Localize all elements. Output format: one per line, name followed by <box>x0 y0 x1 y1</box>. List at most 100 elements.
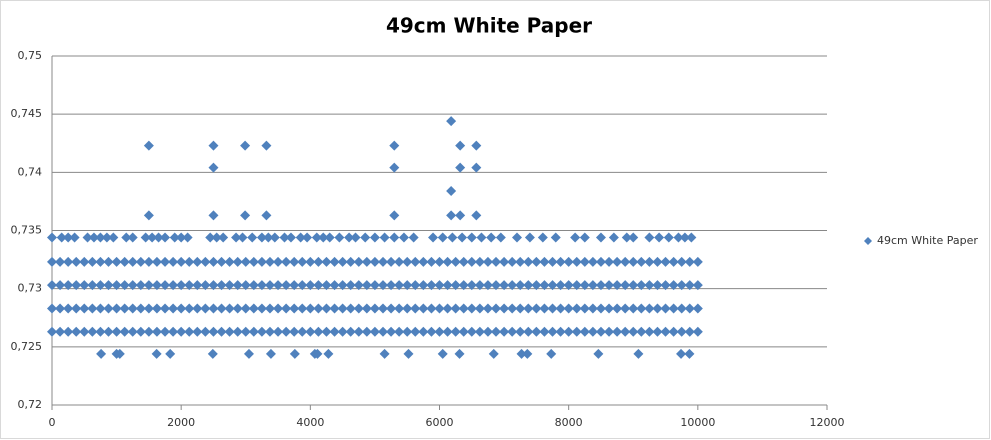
point <box>305 280 316 291</box>
point <box>523 280 534 291</box>
point <box>482 303 493 314</box>
point <box>684 326 695 337</box>
point <box>660 303 671 314</box>
point <box>350 232 361 243</box>
point <box>273 280 284 291</box>
point <box>604 280 615 291</box>
point <box>434 303 445 314</box>
point <box>289 256 300 267</box>
point <box>232 303 243 314</box>
point <box>692 256 703 267</box>
point <box>402 256 413 267</box>
point <box>216 326 227 337</box>
point <box>684 256 695 267</box>
point <box>471 162 482 173</box>
point <box>127 256 138 267</box>
point <box>587 280 598 291</box>
point <box>95 303 106 314</box>
point <box>579 326 590 337</box>
point <box>313 303 324 314</box>
point <box>47 326 57 337</box>
point <box>595 326 606 337</box>
point <box>660 326 671 337</box>
point <box>398 232 409 243</box>
point <box>426 303 437 314</box>
point <box>644 256 655 267</box>
point <box>95 256 106 267</box>
point <box>261 140 272 151</box>
point <box>389 210 400 221</box>
point <box>243 348 254 359</box>
point <box>539 280 550 291</box>
point <box>121 232 132 243</box>
point <box>408 232 419 243</box>
point <box>466 303 477 314</box>
point <box>114 348 125 359</box>
point <box>324 232 335 243</box>
x-tick-label: 10000 <box>680 416 715 429</box>
point <box>224 256 235 267</box>
point <box>312 348 323 359</box>
point <box>522 348 533 359</box>
point <box>71 326 82 337</box>
point <box>621 232 632 243</box>
point <box>216 280 227 291</box>
point <box>628 280 639 291</box>
point <box>176 303 187 314</box>
point <box>644 280 655 291</box>
point <box>377 326 388 337</box>
point <box>119 326 130 337</box>
point <box>369 232 380 243</box>
point <box>261 210 272 221</box>
point <box>499 303 510 314</box>
point <box>402 326 413 337</box>
point <box>507 280 518 291</box>
point <box>143 303 154 314</box>
point <box>595 280 606 291</box>
point <box>524 232 535 243</box>
point <box>386 326 397 337</box>
point <box>353 303 364 314</box>
point <box>644 326 655 337</box>
point <box>361 280 372 291</box>
point <box>394 256 405 267</box>
point <box>595 256 606 267</box>
point <box>135 256 146 267</box>
point <box>450 256 461 267</box>
point <box>446 185 457 196</box>
y-tick-label: 0,72 <box>18 398 43 411</box>
point <box>394 326 405 337</box>
point <box>143 280 154 291</box>
point <box>95 232 106 243</box>
point <box>313 326 324 337</box>
point <box>63 326 74 337</box>
point <box>676 256 687 267</box>
point <box>321 280 332 291</box>
point <box>256 280 267 291</box>
point <box>547 256 558 267</box>
point <box>450 326 461 337</box>
point <box>587 326 598 337</box>
point <box>563 303 574 314</box>
point <box>207 348 218 359</box>
legend-label: 49cm White Paper <box>877 234 978 247</box>
point <box>55 303 66 314</box>
point <box>135 326 146 337</box>
point <box>563 256 574 267</box>
point <box>579 303 590 314</box>
point <box>240 256 251 267</box>
point <box>389 140 400 151</box>
point <box>289 348 300 359</box>
point <box>604 303 615 314</box>
point <box>550 232 561 243</box>
x-tick-label: 12000 <box>810 416 845 429</box>
point <box>418 326 429 337</box>
point <box>361 256 372 267</box>
point <box>264 256 275 267</box>
point <box>168 326 179 337</box>
point <box>402 280 413 291</box>
point <box>360 232 371 243</box>
point <box>63 232 74 243</box>
point <box>176 256 187 267</box>
point <box>377 280 388 291</box>
